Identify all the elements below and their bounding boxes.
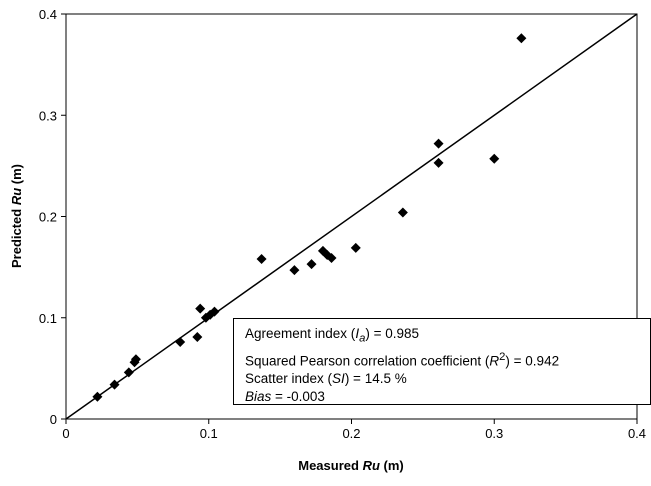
agreement-index-text: Agreement index (Ia) = 0.985 — [245, 326, 420, 345]
x-tick-label: 0.1 — [200, 426, 218, 441]
data-point-diamond — [123, 367, 134, 378]
pearson-correlation-text: Squared Pearson correlation coefficient … — [245, 350, 560, 369]
x-tick-label: 0.3 — [485, 426, 503, 441]
scatter-index-text: Scatter index (SI) = 14.5 % — [245, 371, 407, 387]
data-points — [92, 33, 527, 402]
y-tick-label: 0.2 — [39, 210, 57, 225]
y-axis-title: Predicted Ru (m) — [9, 164, 24, 268]
data-point-diamond — [109, 379, 120, 390]
data-point-diamond — [195, 303, 206, 314]
data-point-diamond — [489, 153, 500, 164]
y-tick-label: 0.1 — [39, 311, 57, 326]
data-point-diamond — [175, 337, 186, 348]
x-axis-title: Measured Ru (m) — [298, 458, 404, 473]
data-point-diamond — [306, 259, 317, 270]
y-tick-label: 0.4 — [39, 7, 57, 22]
x-tick-label: 0.2 — [342, 426, 360, 441]
data-point-diamond — [256, 254, 267, 265]
one-to-one-line — [65, 13, 638, 420]
data-point-diamond — [209, 306, 220, 317]
x-tick-label: 0.4 — [628, 426, 646, 441]
data-point-diamond — [350, 242, 361, 253]
data-point-diamond — [433, 138, 444, 149]
y-tick-label: 0 — [50, 412, 57, 427]
x-tick-label: 0 — [62, 426, 69, 441]
data-point-diamond — [289, 265, 300, 276]
data-point-diamond — [192, 331, 203, 342]
axis-ticks — [61, 13, 638, 424]
data-point-diamond — [433, 157, 444, 168]
data-point-diamond — [326, 253, 337, 264]
y-tick-label: 0.3 — [39, 108, 57, 123]
data-point-diamond — [92, 391, 103, 402]
bias-text: Bias = -0.003 — [245, 389, 325, 405]
data-point-diamond — [516, 33, 527, 44]
statistics-legend-box: Agreement index (Ia) = 0.985 Squared Pea… — [233, 318, 651, 405]
data-point-diamond — [397, 207, 408, 218]
data-point-diamond — [130, 354, 141, 365]
tick-labels: 0 0.1 0.2 0.3 0.4 0 0.1 0.2 0.3 0.4 — [39, 7, 646, 441]
